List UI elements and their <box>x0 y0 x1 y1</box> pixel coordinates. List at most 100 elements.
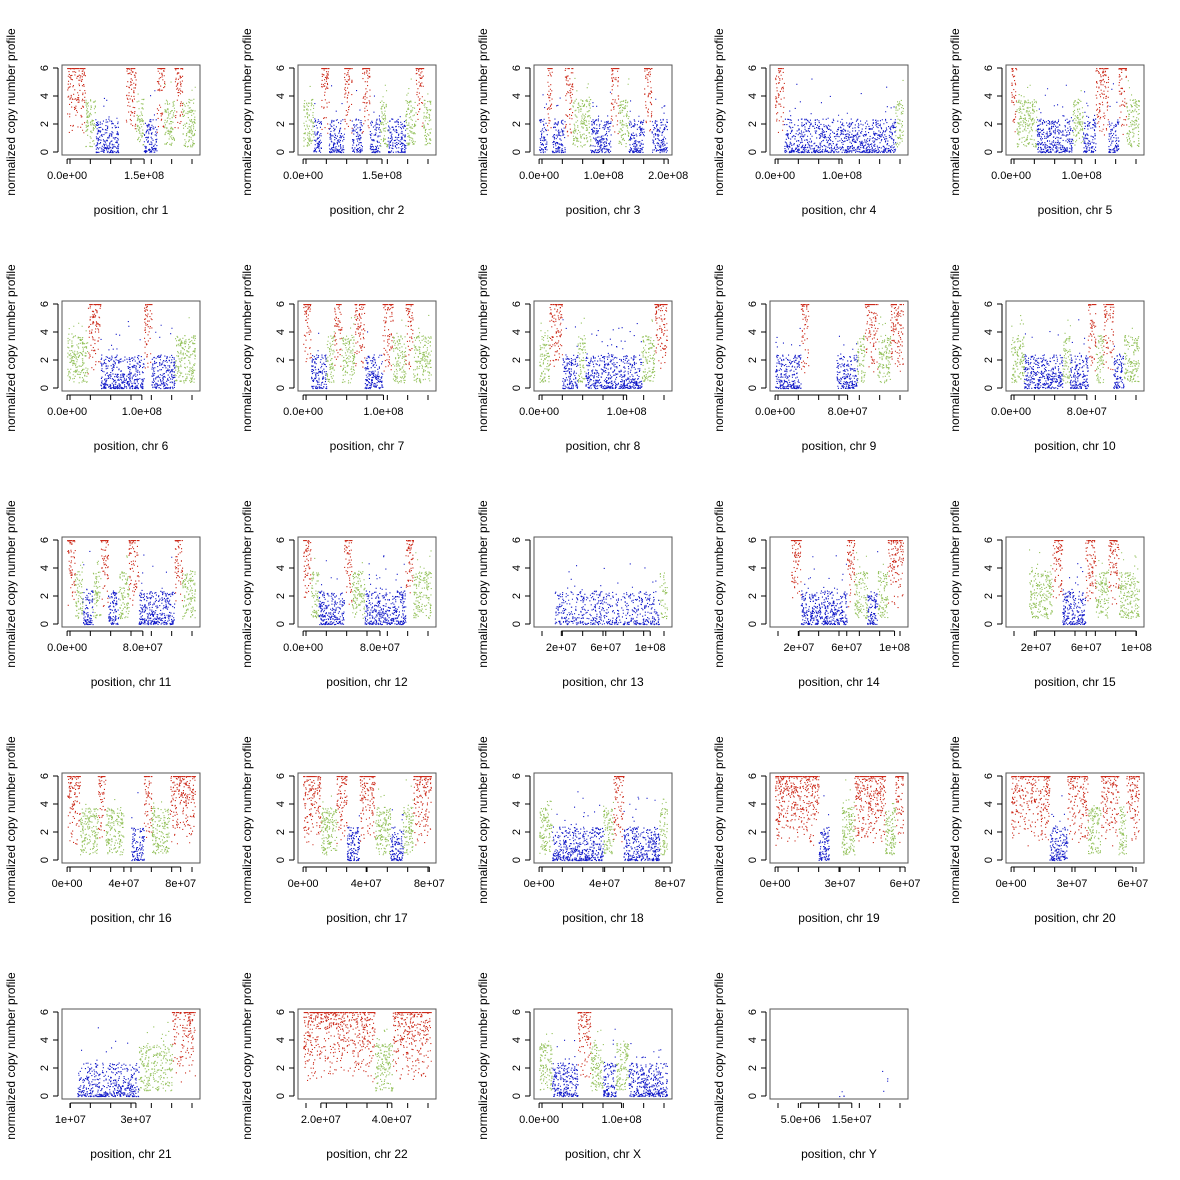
y-tick-label: 6 <box>275 537 287 543</box>
y-tick-label: 4 <box>511 93 523 99</box>
chr-21-points-high-5 <box>171 1012 196 1083</box>
x-axis-label: position, chr 21 <box>90 1147 172 1161</box>
x-axis: 5.0e+06 1.5e+07 <box>777 1102 901 1126</box>
chr-22-points-high-0 <box>303 1012 363 1081</box>
y-tick-label: 4 <box>39 801 51 807</box>
x-tick-label: 0.0e+00 <box>519 406 559 418</box>
chr-12-points-mid-7 <box>413 550 432 619</box>
y-tick-label: 4 <box>747 565 759 571</box>
chr-3-points-low-10 <box>651 98 668 154</box>
chr-3-points-low-2 <box>551 97 566 154</box>
chr-3-points-high-3 <box>564 68 574 137</box>
y-axis-label: normalized copy number profile <box>240 28 254 196</box>
x-axis: 2.0e+07 4.0e+07 <box>301 1102 429 1126</box>
y-axis-label: normalized copy number profile <box>4 736 18 904</box>
chr-X-points-low-1 <box>552 1039 579 1098</box>
x-axis: 0.0e+00 8.0e+07 <box>755 394 901 418</box>
y-tick-label: 4 <box>983 93 995 99</box>
chr-13-points-low-5 <box>649 580 661 626</box>
chr-10-points-low-7 <box>1113 345 1125 389</box>
chr-11-panel: 0 2 4 6 0.0e+00 8.0e+07 normalized copy number… <box>0 472 236 708</box>
chr-12-points <box>303 540 432 626</box>
chr-X-points-mid-5 <box>616 1040 630 1091</box>
chr-2-points-mid-0 <box>303 85 315 147</box>
chr-2-chart: 0 2 4 6 0.0e+00 1.5e+08 normalized copy number… <box>240 28 437 217</box>
chr-4-points <box>775 68 904 154</box>
chr-4-chart: 0 2 4 6 0.0e+00 1.0e+08 normalized copy number… <box>712 28 909 217</box>
y-axis-label: normalized copy number profile <box>712 500 726 668</box>
chr-7-points <box>303 304 432 390</box>
chr-1-points <box>67 68 196 154</box>
x-axis-label: position, chr 3 <box>566 203 641 217</box>
y-tick-label: 2 <box>983 357 995 363</box>
chr-21-points-mid-4 <box>161 1021 173 1092</box>
chr-1-points-high-6 <box>125 68 137 130</box>
chr-22-points-high-3 <box>392 1012 412 1080</box>
chr-17-points-low-3 <box>346 815 361 862</box>
x-tick-label: 5.0e+06 <box>781 1114 821 1126</box>
x-tick-label: 1.0e+08 <box>584 170 624 182</box>
chr-8-panel: 0 2 4 6 0.0e+00 1.0e+08 normalized copy number… <box>472 236 708 472</box>
chr-19-points-low-1 <box>818 795 830 861</box>
chr-2-points-mid-8 <box>379 84 389 148</box>
x-axis-label: position, chr 4 <box>802 203 877 217</box>
chr-13-points-low-1 <box>554 565 579 626</box>
chr-7-panel: 0 2 4 6 0.0e+00 1.0e+08 normalized copy number… <box>236 236 472 472</box>
y-axis: 0 2 4 6 <box>511 301 531 391</box>
chr-14-points-high-4 <box>846 540 856 608</box>
y-axis-label: normalized copy number profile <box>4 28 18 196</box>
y-tick-label: 2 <box>747 357 759 363</box>
x-axis: 0.0e+00 1.0e+08 <box>519 394 665 418</box>
chr-22-points-mid-2 <box>374 1028 394 1092</box>
y-axis-label: normalized copy number profile <box>476 736 490 904</box>
x-axis-label: position, chr 6 <box>94 439 169 453</box>
chr-8-points-low-4 <box>585 323 643 390</box>
chr-9-points-mid-6 <box>877 316 892 384</box>
y-tick-label: 0 <box>747 857 759 863</box>
chr-6-points-high-4 <box>144 304 153 369</box>
x-axis: 2e+07 6e+07 1e+08 <box>1013 630 1152 654</box>
chr-16-points-mid-1 <box>80 803 99 856</box>
x-tick-label: 0e+00 <box>288 878 319 890</box>
chr-11-points <box>67 540 196 626</box>
chr-10-points-mid-8 <box>1123 327 1140 383</box>
x-tick-label: 8.0e+07 <box>1067 406 1107 418</box>
x-tick-label: 0e+00 <box>524 878 555 890</box>
y-tick-label: 6 <box>275 1009 287 1015</box>
y-tick-label: 0 <box>983 621 995 627</box>
chr-11-points-mid-3 <box>92 560 102 619</box>
x-axis-label: position, chr 2 <box>330 203 405 217</box>
chr-7-points-low-6 <box>364 331 384 390</box>
y-axis: 0 2 4 6 <box>39 301 59 391</box>
chr-14-points-high-8 <box>887 540 904 609</box>
chr-8-chart: 0 2 4 6 0.0e+00 1.0e+08 normalized copy number… <box>476 264 673 453</box>
x-tick-label: 4.0e+07 <box>372 1114 412 1126</box>
x-tick-label: 0.0e+00 <box>283 406 323 418</box>
chr-1-points-high-0 <box>67 68 80 133</box>
chr-17-points-high-0 <box>303 776 322 846</box>
x-tick-label: 2e+07 <box>546 642 577 654</box>
chr-12-points-mid-1 <box>310 557 320 619</box>
y-tick-label: 0 <box>39 1093 51 1099</box>
y-tick-label: 2 <box>275 121 287 127</box>
chr-18-points-mid-0 <box>539 800 553 855</box>
plot-frame <box>769 536 909 628</box>
chr-5-chart: 0 2 4 6 0.0e+00 1.0e+08 normalized copy number… <box>948 28 1145 217</box>
y-tick-label: 0 <box>511 857 523 863</box>
y-tick-label: 6 <box>511 537 523 543</box>
x-tick-label: 1.0e+08 <box>822 170 862 182</box>
y-tick-label: 2 <box>39 593 51 599</box>
x-tick-label: 0.0e+00 <box>991 170 1031 182</box>
y-axis: 0 2 4 6 <box>39 65 59 155</box>
chr-18-chart: 0 2 4 6 0e+00 4e+07 8e+07 normalized copy numbe… <box>476 736 686 925</box>
y-axis: 0 2 4 6 <box>747 301 767 391</box>
chr-7-points-high-7 <box>382 304 394 372</box>
x-tick-label: 0e+00 <box>52 878 83 890</box>
plot-frame <box>769 772 909 864</box>
y-axis: 0 2 4 6 <box>747 537 767 627</box>
y-axis-label: normalized copy number profile <box>712 736 726 904</box>
y-axis-label: normalized copy number profile <box>476 28 490 196</box>
chr-6-points-mid-6 <box>174 317 196 384</box>
y-tick-label: 0 <box>275 621 287 627</box>
y-tick-label: 4 <box>983 329 995 335</box>
